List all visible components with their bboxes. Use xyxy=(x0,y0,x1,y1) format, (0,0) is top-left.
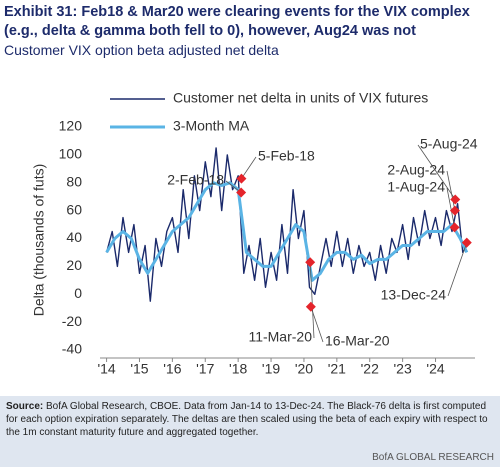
series-line xyxy=(105,181,469,282)
annotation-leader xyxy=(447,242,468,297)
annotation-label: 5-Aug-24 xyxy=(420,136,478,152)
annotation-leader xyxy=(446,170,456,211)
x-tick-label: '20 xyxy=(295,361,313,377)
annotation-leader xyxy=(310,306,324,343)
y-tick-label: 80 xyxy=(66,173,82,189)
annotation-marker xyxy=(450,194,461,205)
annotation-label: 11-Mar-20 xyxy=(248,329,312,345)
annotation-label: 16-Mar-20 xyxy=(325,333,390,349)
annotation-marker xyxy=(449,205,460,216)
chart: Delta (thousands of futs) -40 -20 0 20 40 60 8… xyxy=(31,90,478,377)
x-tick-label: '14 xyxy=(97,361,115,377)
source-text: BofA Global Research, CBOE. Data from Ja… xyxy=(6,401,488,438)
y-tick-label: 100 xyxy=(59,146,83,162)
annotation-marker xyxy=(461,237,472,248)
x-tick-label: '19 xyxy=(262,361,280,377)
x-tick-label: '21 xyxy=(328,361,346,377)
x-tick-label: '24 xyxy=(426,361,444,377)
chart-subtitle: Customer VIX option beta adjusted net de… xyxy=(4,42,279,58)
annotation-marker xyxy=(305,301,316,312)
y-axis-label: Delta (thousands of futs) xyxy=(31,164,47,317)
y-tick-label: 20 xyxy=(66,257,82,273)
legend-label: Customer net delta in units of VIX futur… xyxy=(173,90,428,106)
annotation-marker xyxy=(305,257,316,268)
y-tick-label: 0 xyxy=(74,285,82,301)
y-tick-label: -40 xyxy=(62,341,82,357)
x-tick-label: '22 xyxy=(361,361,379,377)
y-tick-label: -20 xyxy=(62,313,82,329)
annotation-leader xyxy=(417,144,456,200)
source-note: Source: BofA Global Research, CBOE. Data… xyxy=(6,400,494,439)
annotation-label: 13-Dec-24 xyxy=(381,287,447,303)
legend-label: 3-Month MA xyxy=(173,118,250,134)
annotation-marker xyxy=(236,173,247,184)
annotation-leader xyxy=(241,156,257,179)
x-tick-label: '16 xyxy=(163,361,181,377)
y-tick-label: 40 xyxy=(66,229,82,245)
annotation-label: 2-Aug-24 xyxy=(387,162,445,178)
chart-title: Exhibit 31: Feb18 & Mar20 were clearing … xyxy=(4,4,470,39)
x-tick-label: '18 xyxy=(229,361,247,377)
annotation-marker xyxy=(236,187,247,198)
series-line xyxy=(105,147,468,302)
brand: BofA GLOBAL RESEARCH xyxy=(372,452,494,463)
footer: Source: BofA Global Research, CBOE. Data… xyxy=(0,396,500,467)
annotation-label: 2-Feb-18 xyxy=(167,172,224,188)
x-tick-label: '17 xyxy=(196,361,214,377)
annotation-leader xyxy=(446,187,455,228)
annotation-label: 5-Feb-18 xyxy=(258,148,315,164)
source-label: Source: xyxy=(6,401,44,412)
annotation-leader xyxy=(309,262,315,339)
y-tick-label: 60 xyxy=(66,201,82,217)
x-tick-label: '23 xyxy=(394,361,412,377)
y-tick-label: 120 xyxy=(59,118,83,134)
annotation-marker xyxy=(449,222,460,233)
annotation-label: 1-Aug-24 xyxy=(387,179,445,195)
x-tick-label: '15 xyxy=(130,361,148,377)
